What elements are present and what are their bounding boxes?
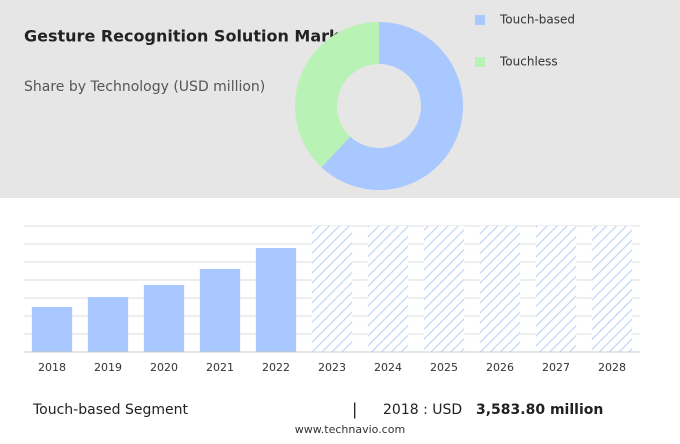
value-label: 3,583.80 million: [476, 402, 603, 418]
segment-label: Touch-based Segment: [32, 402, 188, 418]
bar: [255, 248, 297, 352]
x-tick-label: 2023: [318, 361, 346, 374]
legend: Touch-based Touchless: [475, 13, 575, 69]
forecast-placeholder: [423, 226, 465, 352]
legend-label: Touch-based: [499, 13, 575, 27]
x-tick-label: 2020: [150, 361, 178, 374]
bar: [87, 297, 129, 352]
forecast-placeholder: [311, 226, 353, 352]
x-tick-label: 2026: [486, 361, 514, 374]
source: www.technavio.com: [295, 423, 405, 436]
forecast-placeholder: [479, 226, 521, 352]
chart-subtitle: Share by Technology (USD million): [24, 79, 265, 95]
x-tick-label: 2021: [206, 361, 234, 374]
donut-slice: [295, 22, 379, 168]
x-tick-label: 2025: [430, 361, 458, 374]
bar: [199, 269, 241, 352]
chart-title: Gesture Recognition Solution Market: [24, 27, 358, 46]
forecast-placeholder: [367, 226, 409, 352]
legend-swatch: [475, 15, 485, 25]
bar-chart: 2018 2019 2020 2021 2022 2023 2024 2025 2026 2027…: [24, 225, 640, 374]
x-tick-label: 2027: [542, 361, 570, 374]
x-tick-label: 2019: [94, 361, 122, 374]
forecast-placeholder: [535, 226, 577, 352]
bar: [143, 285, 185, 352]
year-label: 2018 : USD: [383, 402, 462, 418]
forecast-placeholder: [591, 226, 633, 352]
x-tick-label: 2028: [598, 361, 626, 374]
legend-label: Touchless: [499, 55, 558, 69]
separator: |: [352, 400, 357, 419]
donut-slice: [321, 22, 463, 191]
x-tick-label: 2022: [262, 361, 290, 374]
donut: [295, 22, 463, 191]
legend-swatch: [475, 57, 485, 67]
x-tick-label: 2024: [374, 361, 402, 374]
x-tick-label: 2018: [38, 361, 66, 374]
bar: [31, 307, 73, 352]
